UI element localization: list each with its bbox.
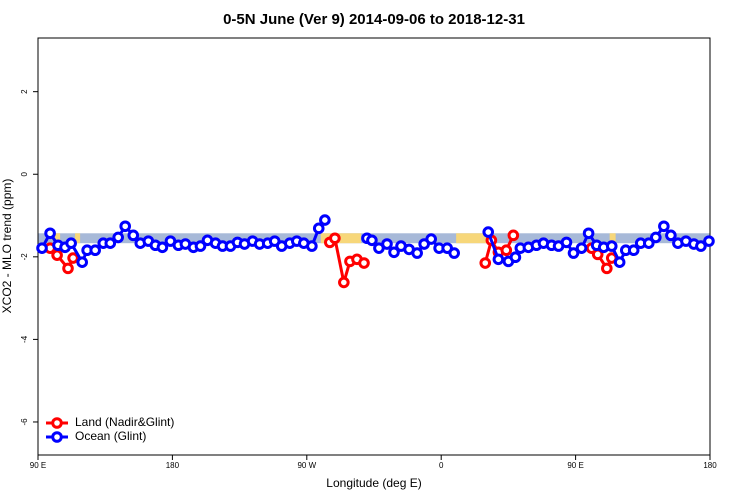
legend-label: Land (Nadir&Glint) [75, 415, 174, 429]
point [127, 229, 140, 242]
legend-swatch-marker [51, 431, 63, 443]
point [665, 229, 677, 242]
y-axis-label: XCO2 - MLO trend (ppm) [0, 179, 14, 314]
point [36, 242, 48, 254]
point [358, 257, 370, 269]
point [658, 220, 670, 233]
point [695, 240, 707, 252]
point [613, 256, 626, 268]
x-tick-label: 90 E [567, 461, 583, 470]
point [500, 244, 513, 257]
point [605, 240, 618, 252]
point [104, 237, 117, 249]
band-segment [75, 233, 81, 244]
band-segment [55, 233, 61, 244]
point [62, 262, 74, 275]
x-axis-label: Longitude (deg E) [326, 476, 421, 490]
point [194, 240, 207, 252]
point [338, 276, 350, 289]
point [509, 251, 522, 264]
band-segment [320, 233, 362, 244]
point [89, 244, 101, 257]
point [381, 238, 393, 250]
point [582, 227, 595, 240]
point [649, 231, 662, 244]
point [411, 247, 423, 259]
x-tick-label: 0 [439, 461, 444, 470]
point [560, 236, 573, 249]
point [329, 232, 341, 245]
point [567, 247, 580, 259]
point [703, 235, 715, 247]
x-tick-label: 90 W [297, 461, 316, 470]
point [112, 231, 124, 244]
point [575, 242, 588, 254]
point [366, 234, 378, 247]
band-segment [609, 233, 616, 244]
y-tick-label: -4 [20, 335, 29, 343]
point [507, 229, 520, 242]
point [76, 256, 89, 268]
band-segment [456, 233, 486, 244]
y-tick-label: 2 [20, 89, 29, 94]
point [65, 237, 77, 249]
point [51, 249, 63, 261]
legend-label: Ocean (Glint) [75, 429, 146, 443]
point [388, 246, 400, 259]
legend-swatch-marker [51, 417, 63, 429]
point [448, 247, 460, 259]
point [642, 237, 655, 249]
y-tick-label: -2 [20, 253, 29, 261]
point [601, 262, 613, 275]
y-tick-label: -6 [20, 418, 29, 426]
series-line [49, 234, 614, 283]
point [319, 214, 331, 226]
point [156, 241, 169, 254]
point [482, 226, 495, 238]
point [44, 227, 56, 240]
x-tick-label: 180 [703, 461, 717, 470]
point [312, 222, 325, 235]
y-tick-label: 0 [20, 171, 29, 176]
point [479, 257, 492, 269]
chart-title: 0-5N June (Ver 9) 2014-09-06 to 2018-12-… [223, 11, 525, 28]
point [425, 233, 437, 245]
x-tick-label: 90 E [30, 461, 46, 470]
point [492, 253, 505, 266]
point [306, 240, 318, 252]
x-tick-label: 180 [166, 461, 180, 470]
point [627, 244, 640, 257]
point [119, 220, 132, 233]
point [67, 252, 79, 264]
